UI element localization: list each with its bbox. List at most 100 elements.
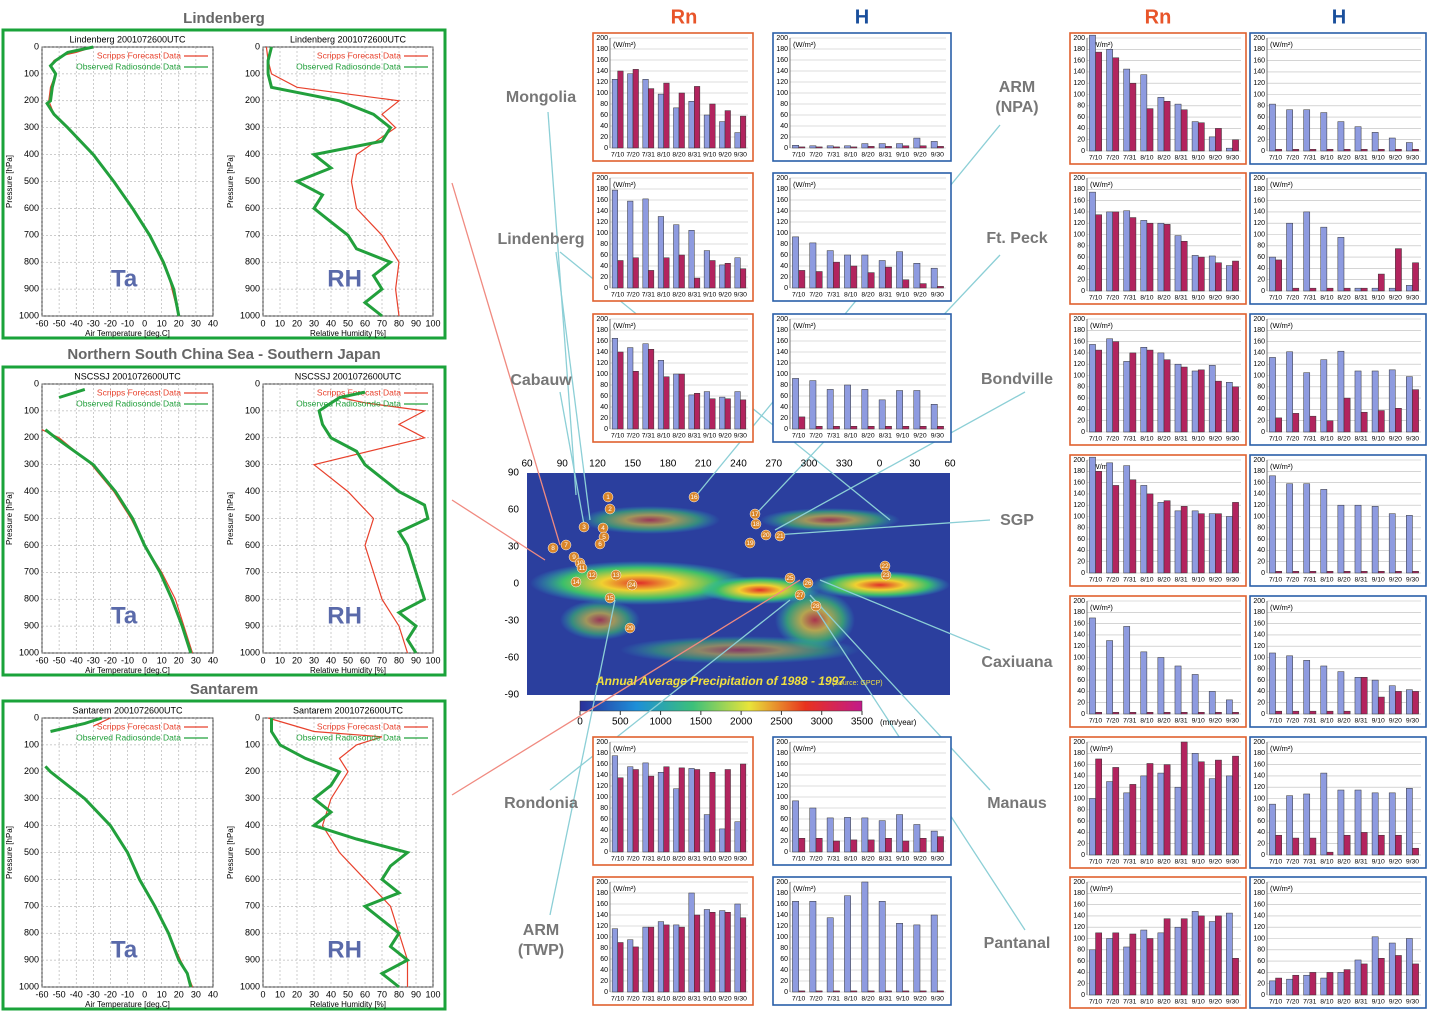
bar bbox=[694, 915, 700, 992]
bar bbox=[1164, 224, 1170, 291]
y-tick-label: 20 bbox=[780, 838, 788, 845]
y-tick-label: 180 bbox=[1073, 468, 1085, 475]
bar bbox=[810, 901, 816, 992]
y-tick-label: 140 bbox=[1253, 209, 1265, 216]
bar bbox=[1389, 793, 1395, 855]
y-tick-label: 120 bbox=[1073, 80, 1085, 87]
bar bbox=[1321, 666, 1327, 714]
bar bbox=[1215, 916, 1221, 995]
x-tick-label: -20 bbox=[104, 655, 117, 665]
x-tick-label: 9/30 bbox=[734, 432, 747, 439]
bar bbox=[1327, 852, 1333, 855]
x-tick-label: -10 bbox=[121, 318, 134, 328]
bar bbox=[1232, 261, 1238, 291]
bar bbox=[679, 255, 685, 288]
bar bbox=[879, 400, 885, 429]
y-tick-label: 60 bbox=[780, 112, 788, 119]
x-tick-label: 0 bbox=[260, 318, 265, 328]
y-tick-label: 80 bbox=[1077, 103, 1085, 110]
x-tick-label: 8/20 bbox=[1337, 717, 1350, 724]
x-tick-label: 8/31 bbox=[1174, 294, 1187, 301]
y-tick-label: 180 bbox=[596, 46, 608, 53]
y-tick-label: 0 bbox=[1261, 288, 1265, 295]
x-tick-label: 9/30 bbox=[1226, 717, 1239, 724]
bar bbox=[1175, 236, 1181, 291]
bar bbox=[633, 258, 639, 288]
x-tick-label: 0 bbox=[142, 989, 147, 999]
bar bbox=[1113, 933, 1119, 995]
x-tick-label: 9/10 bbox=[1192, 294, 1205, 301]
y-tick-label: 80 bbox=[600, 945, 608, 952]
station-number: 22 bbox=[881, 563, 889, 570]
y-tick-label: 800 bbox=[245, 257, 260, 267]
bar bbox=[1310, 149, 1316, 151]
bar bbox=[1321, 227, 1327, 291]
y-tick-label: 60 bbox=[780, 956, 788, 963]
y-tick-label: 100 bbox=[596, 90, 608, 97]
x-tick-label: 9/30 bbox=[734, 995, 747, 1002]
x-tick-label: 8/20 bbox=[861, 291, 874, 298]
y-tick-label: 700 bbox=[245, 230, 260, 240]
bar bbox=[689, 893, 695, 992]
bar bbox=[1327, 571, 1333, 573]
y-tick-label: 180 bbox=[776, 750, 788, 757]
y-tick-label: 20 bbox=[600, 838, 608, 845]
bar bbox=[1124, 361, 1130, 432]
y-tick-label: 60 bbox=[1257, 254, 1265, 261]
x-tick-label: 7/20 bbox=[1286, 435, 1299, 442]
bar bbox=[1175, 511, 1181, 573]
y-tick-label: 0 bbox=[1261, 711, 1265, 718]
y-tick-label: 140 bbox=[596, 349, 608, 356]
bar bbox=[643, 344, 649, 429]
y-tick-label: 160 bbox=[1253, 197, 1265, 204]
y-tick-label: 40 bbox=[780, 967, 788, 974]
bar bbox=[740, 918, 746, 992]
x-tick-label: 9/20 bbox=[1209, 717, 1222, 724]
y-tick-label: 180 bbox=[1253, 468, 1265, 475]
y-tick-label: 500 bbox=[24, 513, 39, 523]
y-tick-label: 100 bbox=[596, 934, 608, 941]
bar bbox=[1372, 132, 1378, 151]
station-number: 8 bbox=[551, 545, 555, 552]
station-number: 27 bbox=[796, 592, 804, 599]
map-title: Annual Average Precipitation of 1988 - 1… bbox=[595, 674, 846, 688]
bar bbox=[1107, 49, 1113, 151]
y-tick-label: 140 bbox=[596, 772, 608, 779]
x-tick-label: 8/10 bbox=[657, 995, 670, 1002]
y-tick-label: 100 bbox=[1073, 935, 1085, 942]
y-tick-label: 600 bbox=[245, 540, 260, 550]
bar bbox=[719, 829, 725, 852]
y-tick-label: 0 bbox=[604, 426, 608, 433]
x-tick-label: 9/20 bbox=[718, 432, 731, 439]
y-tick-label: 0 bbox=[784, 849, 788, 856]
y-tick-label: 40 bbox=[600, 263, 608, 270]
unit-label: (W/m²) bbox=[1270, 462, 1293, 471]
x-tick-label: 9/20 bbox=[913, 291, 926, 298]
x-tick-label: 7/20 bbox=[626, 151, 639, 158]
y-tick-label: 140 bbox=[596, 208, 608, 215]
bar bbox=[1412, 263, 1418, 291]
y-tick-label: 120 bbox=[596, 219, 608, 226]
y-tick-label: 60 bbox=[1077, 536, 1085, 543]
x-tick-label: 7/31 bbox=[1303, 154, 1316, 161]
bar bbox=[1361, 412, 1367, 432]
x-tick-label: 7/10 bbox=[611, 995, 624, 1002]
bar bbox=[1130, 353, 1136, 432]
bar bbox=[1406, 690, 1412, 714]
bar bbox=[694, 393, 700, 429]
y-tick-label: 160 bbox=[1253, 761, 1265, 768]
bar bbox=[1310, 972, 1316, 995]
x-tick-label: 8/20 bbox=[1337, 576, 1350, 583]
bar bbox=[1361, 149, 1367, 151]
y-tick-label: 900 bbox=[245, 620, 260, 630]
x-tick-label: -50 bbox=[53, 989, 66, 999]
y-tick-label: 80 bbox=[1077, 666, 1085, 673]
y-tick-label: 700 bbox=[24, 567, 39, 577]
x-tick-label: 30 bbox=[309, 655, 319, 665]
y-tick-label: 0 bbox=[1081, 429, 1085, 436]
bar bbox=[937, 146, 943, 148]
map-x-tick-label: 150 bbox=[624, 459, 641, 470]
x-tick-label: 8/20 bbox=[1157, 576, 1170, 583]
bar bbox=[1372, 371, 1378, 432]
bar bbox=[1147, 494, 1153, 573]
